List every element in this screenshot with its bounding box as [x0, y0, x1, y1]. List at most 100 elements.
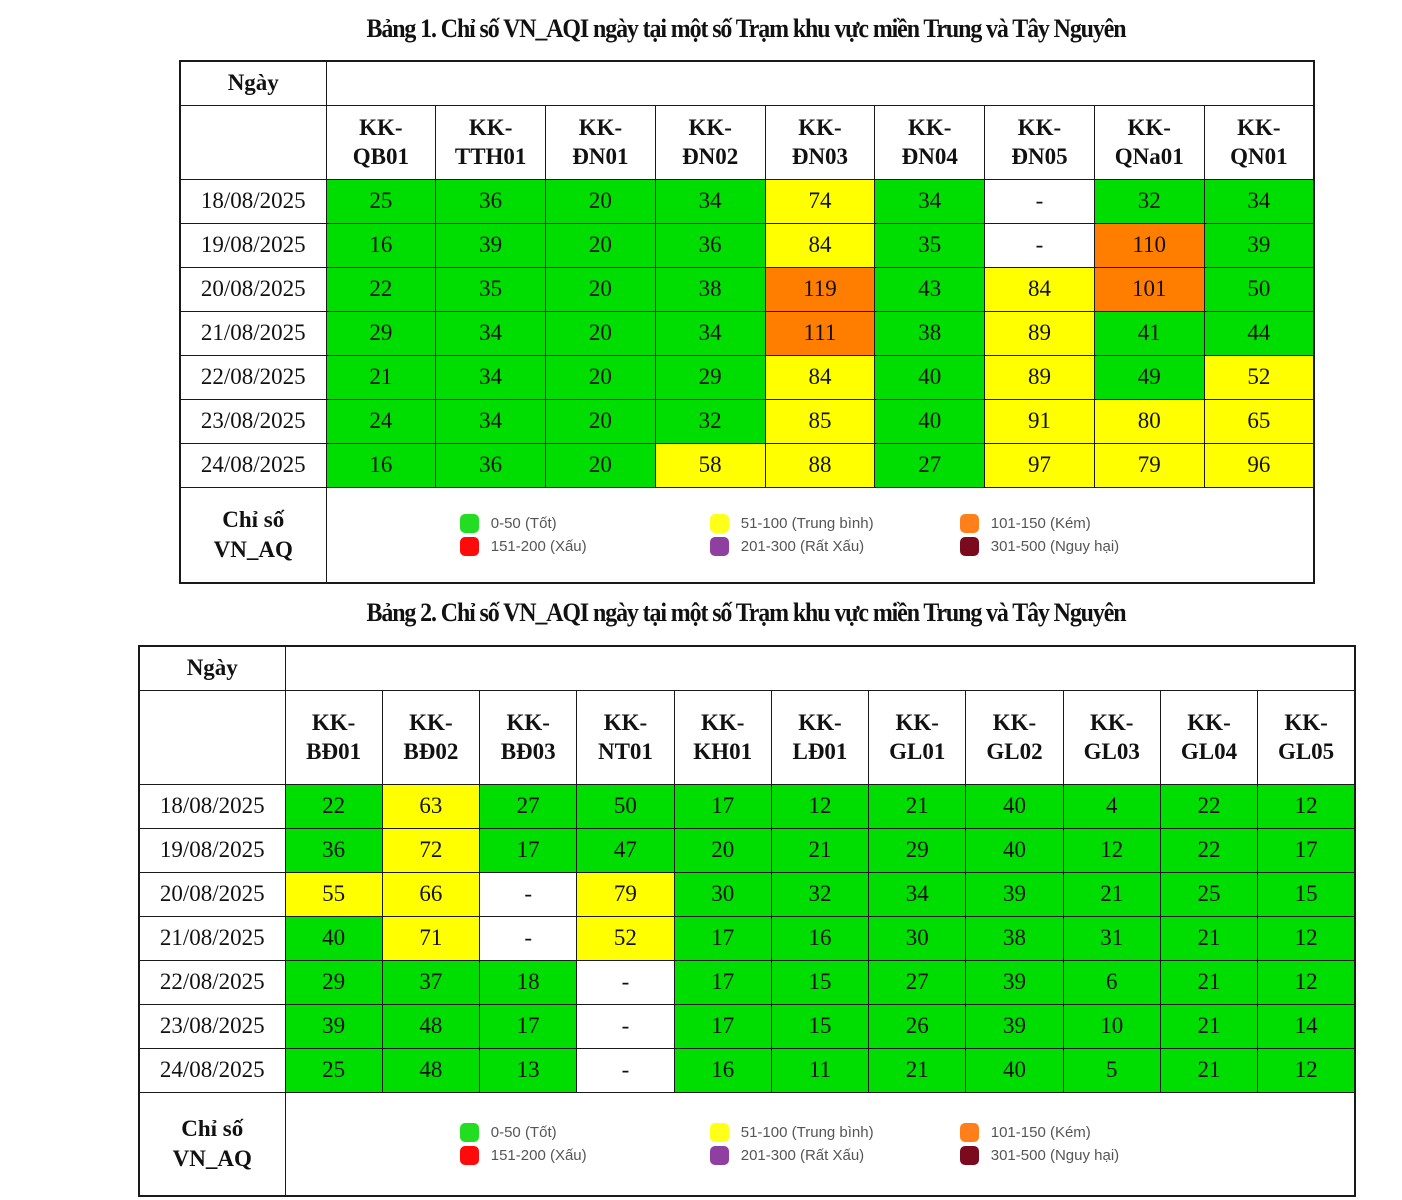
table-row: 21/08/2025 29 34 20 34 111 38 89 41 44: [179, 310, 1315, 356]
legend-swatch-icon: [459, 1145, 479, 1165]
table-row: 19/08/2025 16 39 20 36 84 35-110 39: [179, 222, 1315, 268]
legend-item-label: 151-200 (Xấu): [490, 537, 587, 555]
aqi-value-cell: 85: [764, 398, 876, 444]
aqi-value-cell: 47: [576, 827, 675, 873]
aqi-value-cell: 31: [1062, 915, 1161, 961]
station-prefix: KK-: [506, 710, 550, 735]
station-prefix: KK-: [1127, 115, 1171, 140]
table-row: 20/08/2025 22 35 20 38 119 43 84 101 50: [179, 266, 1315, 312]
station-header: KK- GL03: [1062, 689, 1161, 785]
station-code: QN01: [1230, 144, 1288, 169]
header-row-date: Ngày: [138, 645, 1356, 691]
aqi-value-cell: 15: [770, 959, 870, 1005]
legend-title-line1: Chỉ số: [181, 1115, 244, 1141]
station-header: KK- GL04: [1159, 689, 1259, 785]
aqi-value-cell: 21: [1159, 1047, 1259, 1093]
station-prefix: KK-: [992, 710, 1037, 735]
aqi-value-cell: 10: [1062, 1003, 1161, 1049]
table-row: 18/08/2025 22 63 27 50 17 12 21 40 4 22 12: [138, 783, 1356, 829]
aqi-value-cell: 40: [965, 1047, 1064, 1093]
station-header: KK- ĐN01: [545, 104, 656, 180]
row-date: 20/08/2025: [179, 266, 327, 312]
aqi-value-cell: 16: [325, 442, 437, 488]
station-prefix: KK-: [895, 710, 939, 735]
station-code: LĐ01: [792, 739, 848, 764]
station-header: KK- TTH01: [435, 104, 547, 180]
aqi-value-cell: 24: [325, 398, 437, 444]
legend-item: 51-100 (Trung bình): [709, 513, 960, 533]
legend-title: Chỉ số VN_AQ: [179, 486, 327, 584]
header-spacer: [284, 645, 1356, 691]
aqi-value-cell: 4: [1062, 783, 1161, 829]
aqi-value-cell: 110: [1093, 222, 1205, 268]
station-code: GL03: [1083, 739, 1140, 764]
station-code: QNa01: [1114, 144, 1184, 169]
aqi-value-cell: 16: [325, 222, 437, 268]
table-row: 21/08/2025 40 71-52 17 16 30 38 31 21 12: [138, 915, 1356, 961]
station-prefix: KK-: [700, 710, 745, 735]
aqi-value-cell: 40: [965, 783, 1064, 829]
table-row: 22/08/2025 29 37 18-17 15 27 39 6 21 12: [138, 959, 1356, 1005]
legend-cell: 0-50 (Tốt) 51-100 (Trung bình) 101-150 (Ké…: [284, 1091, 1356, 1197]
header-row-date: Ngày: [179, 60, 1315, 106]
aqi-value-cell: 63: [381, 783, 481, 829]
aqi-value-cell: 34: [874, 178, 986, 224]
aqi-table-1: Ngày KK- QB01 KK- TTH01 KK- ĐN01 KK- ĐN02 KK- ĐN03…: [179, 60, 1315, 584]
legend-item-label: 301-500 (Nguy hại): [990, 1146, 1120, 1164]
aqi-value-cell: 84: [984, 266, 1095, 312]
aqi-value-cell: 72: [381, 827, 481, 873]
aqi-value-cell: 26: [868, 1003, 967, 1049]
station-header: KK- ĐN04: [874, 104, 986, 180]
aqi-value-cell: 58: [654, 442, 766, 488]
aqi-value-cell: 29: [868, 827, 967, 873]
row-date: 19/08/2025: [179, 222, 327, 268]
aqi-value-cell: 50: [1203, 266, 1315, 312]
aqi-value-cell: 25: [325, 178, 437, 224]
aqi-value-cell: 38: [965, 915, 1064, 961]
aqi-value-cell: 39: [965, 959, 1064, 1005]
station-code: GL02: [986, 739, 1043, 764]
aqi-value-cell: 34: [435, 310, 547, 356]
station-prefix: KK-: [468, 115, 513, 140]
station-prefix: KK-: [359, 115, 403, 140]
row-date: 24/08/2025: [179, 442, 327, 488]
aqi-value-cell: 34: [868, 871, 967, 917]
station-code: BĐ01: [306, 739, 362, 764]
aqi-value-cell: 101: [1093, 266, 1205, 312]
aqi-value-cell: 20: [545, 354, 656, 400]
aqi-value-cell: 34: [435, 354, 547, 400]
aqi-value-cell: 21: [1159, 915, 1259, 961]
legend-swatch-icon: [459, 513, 479, 533]
legend-swatch-icon: [709, 1145, 729, 1165]
aqi-value-cell: 91: [984, 398, 1095, 444]
aqi-value-cell: 27: [868, 959, 967, 1005]
legend-item: 151-200 (Xấu): [459, 1145, 710, 1165]
legend-swatch-icon: [959, 1122, 979, 1142]
legend-item-label: 101-150 (Kém): [990, 1123, 1091, 1141]
aqi-value-cell: 27: [874, 442, 986, 488]
row-date: 23/08/2025: [138, 1003, 286, 1049]
legend-item: 301-500 (Nguy hại): [959, 536, 1180, 556]
aqi-value-cell: 21: [1062, 871, 1161, 917]
station-header: KK- BĐ03: [479, 689, 578, 785]
aqi-value-cell: 15: [770, 1003, 870, 1049]
station-prefix: KK-: [311, 710, 356, 735]
aqi-value-cell: 17: [479, 827, 578, 873]
legend-item-label: 101-150 (Kém): [990, 514, 1091, 532]
aqi-value-cell: 88: [764, 442, 876, 488]
row-date: 19/08/2025: [138, 827, 286, 873]
aqi-value-cell: 25: [284, 1047, 383, 1093]
row-date: 23/08/2025: [179, 398, 327, 444]
aqi-legend: 0-50 (Tốt) 51-100 (Trung bình) 101-150 (Ké…: [327, 513, 1314, 556]
aqi-value-cell: 29: [654, 354, 766, 400]
aqi-value-cell: 96: [1203, 442, 1315, 488]
station-prefix: KK-: [1237, 115, 1281, 140]
aqi-value-cell: 34: [1203, 178, 1315, 224]
aqi-value-cell: 12: [1062, 827, 1161, 873]
aqi-value-cell: 17: [673, 959, 772, 1005]
station-header-blank: [179, 104, 327, 180]
aqi-value-cell: 12: [1257, 915, 1356, 961]
aqi-value-cell: 39: [965, 1003, 1064, 1049]
legend-item: 151-200 (Xấu): [459, 536, 710, 556]
aqi-value-cell: 97: [984, 442, 1095, 488]
